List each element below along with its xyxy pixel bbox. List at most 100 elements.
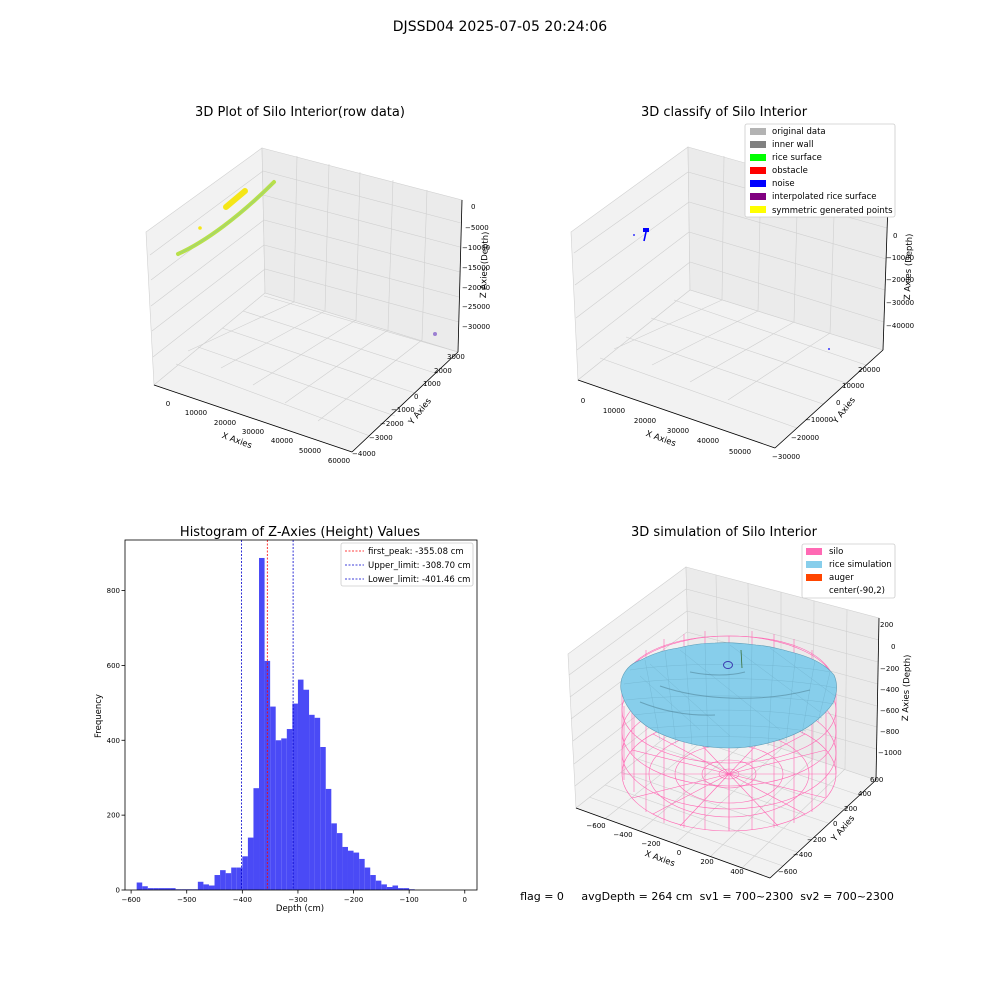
y-tick-label: 200 <box>107 812 120 820</box>
histogram-bar <box>247 837 254 890</box>
z-tick-labels: 0 −5000 −10000 −15000 −20000 −25000 −300… <box>462 203 490 331</box>
y-tick-label: −20000 <box>791 434 819 442</box>
y-tick-label: 800 <box>107 587 120 595</box>
silo-spokes <box>622 717 836 831</box>
panel-3d-simulation-title: 3D simulation of Silo Interior <box>631 525 818 540</box>
y-tick-label: 600 <box>107 662 120 670</box>
x-axis-label: Depth (cm) <box>276 904 324 914</box>
raw-data-point <box>198 226 202 230</box>
histogram-bar <box>203 884 209 890</box>
x-tick-label: 30000 <box>242 428 264 436</box>
x-axis-line <box>575 807 771 879</box>
x-axis-label: X Axies <box>643 849 676 869</box>
x-tick-labels: −600 −400 −200 0 200 400 <box>586 822 743 876</box>
histogram-bar <box>242 856 248 890</box>
y-tick-label: −30000 <box>772 453 800 461</box>
y-axis-line <box>774 349 884 449</box>
x-tick-label: −100 <box>400 896 419 904</box>
histogram-bar <box>392 885 399 890</box>
histogram-bar <box>364 867 371 890</box>
rice-surface-shadow <box>639 671 811 716</box>
x-tick-label: 50000 <box>299 447 321 455</box>
histogram-vlines <box>241 540 294 890</box>
silo-top-arc <box>621 635 837 689</box>
legend-swatch <box>806 561 822 568</box>
x-axis-line <box>153 384 353 453</box>
legend-label: obstacle <box>772 166 808 176</box>
z-axis-line <box>875 617 880 781</box>
y-axis-line <box>351 351 459 453</box>
z-tick-label: −15000 <box>462 264 490 272</box>
z-tick-label: −25000 <box>462 303 490 311</box>
y-ticks: 0 200 400 600 800 <box>107 587 125 895</box>
y-tick-label: 20000 <box>858 366 880 374</box>
legend-label: inner wall <box>772 140 813 150</box>
y-tick-label: 600 <box>870 776 883 784</box>
x-tick-label: −300 <box>288 896 307 904</box>
histogram-bar <box>325 788 332 890</box>
histogram-bar <box>370 875 376 890</box>
x-ticks: −600 −500 −400 −300 −200 −100 0 <box>121 890 467 904</box>
z-tick-label: −600 <box>880 707 899 715</box>
y-tick-label: 200 <box>844 805 857 813</box>
x-tick-label: 10000 <box>185 409 207 417</box>
histogram-bar <box>331 823 337 890</box>
panel-3d-raw-title: 3D Plot of Silo Interior(row data) <box>195 105 405 120</box>
x-tick-label: 40000 <box>271 437 293 445</box>
y-tick-label: 0 <box>414 393 418 401</box>
histogram-bar <box>231 867 237 890</box>
y-tick-label: 1000 <box>423 380 441 388</box>
z-tick-label: 200 <box>880 621 893 629</box>
z-tick-label: 0 <box>471 203 475 211</box>
auger-marker <box>723 661 733 669</box>
raw-data-outlier <box>433 332 437 336</box>
y-tick-labels: 3000 2000 1000 0 −1000 −2000 −3000 −4000 <box>352 353 465 458</box>
legend-label: Lower_limit: -401.46 cm <box>368 575 470 585</box>
histogram-bar <box>142 886 148 890</box>
legend: first_peak: -355.08 cm Upper_limit: -308… <box>340 542 474 587</box>
legend-box <box>801 543 896 599</box>
y-axis-line <box>769 779 877 879</box>
legend-label: first_peak: -355.08 cm <box>368 547 464 557</box>
legend-swatch <box>806 574 822 581</box>
raw-data-cluster <box>223 188 248 210</box>
y-tick-label: −400 <box>793 851 812 859</box>
legend-label: rice simulation <box>829 560 892 570</box>
y-tick-labels: 20000 10000 0 −10000 −20000 −30000 <box>772 366 880 461</box>
histogram-bar <box>309 714 315 890</box>
legend-label: original data <box>772 127 826 137</box>
histogram-bar <box>320 747 326 890</box>
x-tick-label: 0 <box>677 849 681 857</box>
x-tick-labels: 0 10000 20000 30000 40000 50000 60000 <box>166 400 350 465</box>
y-tick-label: 0 <box>116 887 120 895</box>
histogram-bar <box>336 833 343 890</box>
histogram-bar <box>286 729 293 890</box>
legend-box <box>340 542 474 587</box>
panel-3d-raw: 3D Plot of Silo Interior(row data) 0 1 <box>145 105 491 465</box>
histogram-bar <box>303 689 310 890</box>
histogram-bar <box>314 717 321 890</box>
grid-lines <box>149 155 462 437</box>
x-tick-label: −600 <box>121 896 140 904</box>
x-tick-label: −400 <box>233 896 252 904</box>
y-tick-labels: 600 400 200 0 −200 −400 −600 <box>778 776 883 876</box>
x-tick-label: 20000 <box>214 419 236 427</box>
z-tick-label: −1000 <box>878 749 902 757</box>
z-tick-label: −200 <box>880 665 899 673</box>
histogram-bar <box>147 888 154 890</box>
histogram-bar <box>281 738 287 890</box>
x-tick-label: −200 <box>344 896 363 904</box>
y-tick-label: −600 <box>778 868 797 876</box>
z-axis-line <box>882 202 889 351</box>
legend-box <box>744 123 896 218</box>
panel-3d-classify-title: 3D classify of Silo Interior <box>641 105 808 120</box>
x-tick-label: 60000 <box>328 457 350 465</box>
x-tick-label: −500 <box>177 896 196 904</box>
z-tick-label: −400 <box>880 686 899 694</box>
z-tick-label: 0 <box>891 643 895 651</box>
legend-label: rice surface <box>772 153 822 163</box>
status-footer: flag = 0 avgDepth = 264 cm sv1 = 700~230… <box>520 890 894 903</box>
histogram-bar <box>359 858 365 890</box>
z-tick-label: −20000 <box>462 284 490 292</box>
